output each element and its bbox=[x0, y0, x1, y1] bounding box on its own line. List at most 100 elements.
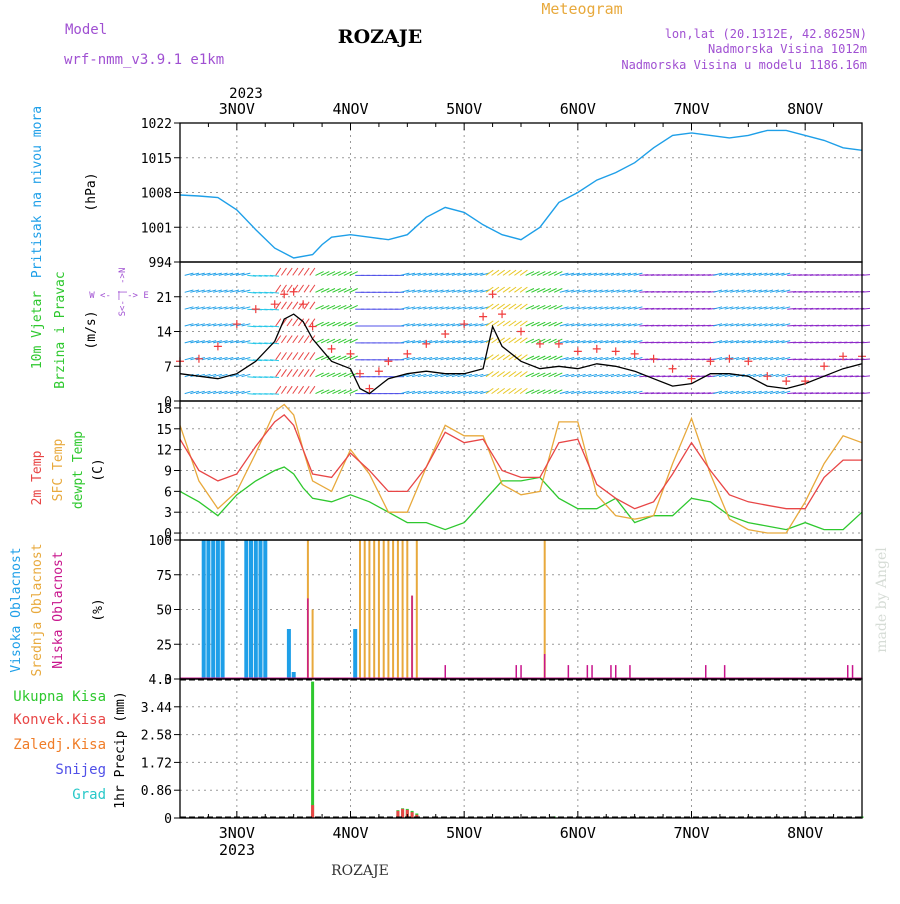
wind-arrow bbox=[713, 390, 723, 395]
wind-arrow bbox=[633, 357, 643, 361]
wind-arrow bbox=[230, 373, 240, 378]
wind-arrow bbox=[690, 392, 700, 395]
top-day-label-3: 6NOV bbox=[560, 100, 596, 118]
wind-arrow bbox=[747, 323, 757, 327]
wind-arrow bbox=[849, 274, 859, 276]
wind-gust-marker bbox=[554, 339, 563, 348]
wind-arrow bbox=[326, 288, 336, 293]
wind-arrow bbox=[468, 340, 478, 344]
wind-arrow bbox=[843, 358, 854, 361]
wind-arrow bbox=[696, 358, 706, 361]
wind-arrow bbox=[230, 289, 240, 293]
cloud-bar-high bbox=[286, 629, 291, 679]
wind-arrow bbox=[667, 375, 677, 378]
wind-arrow bbox=[622, 289, 632, 293]
wind-arrow bbox=[752, 289, 762, 293]
wind-arrow bbox=[463, 373, 473, 378]
wind-arrow bbox=[184, 272, 194, 276]
precip-legend: Ukupna Kisa Konvek.Kisa Zaledj.Kisa Snij… bbox=[13, 689, 128, 809]
wind-arrow bbox=[474, 340, 484, 344]
wind-arrow bbox=[787, 375, 797, 378]
wind-arrow bbox=[309, 267, 316, 276]
wind-arrow bbox=[190, 272, 200, 276]
wind-arrow bbox=[713, 323, 723, 327]
wind-arrow bbox=[832, 341, 842, 344]
wind-arrow bbox=[446, 357, 456, 361]
wind-arrow bbox=[457, 306, 467, 310]
wind-arrow bbox=[190, 340, 200, 344]
cloud-bar-high bbox=[244, 540, 249, 679]
wind-arrow bbox=[656, 375, 666, 378]
wind-arrow bbox=[815, 358, 825, 361]
wind-arrow bbox=[406, 357, 416, 361]
wind-arrow bbox=[650, 341, 660, 344]
wind-arrow bbox=[821, 291, 831, 293]
wind-arrow bbox=[747, 306, 757, 310]
wind-arrow bbox=[781, 323, 791, 327]
wind-arrow bbox=[446, 306, 456, 310]
wind-arrow bbox=[718, 323, 728, 327]
wind-arrow bbox=[213, 357, 222, 361]
wind-arrow bbox=[309, 369, 316, 377]
cloud-bar-high bbox=[353, 629, 358, 679]
wind-arrow bbox=[258, 359, 268, 362]
wind-arrow bbox=[406, 390, 416, 395]
wind-arrow bbox=[320, 271, 330, 276]
wind-arrow bbox=[297, 318, 305, 327]
wind-arrow bbox=[662, 341, 672, 344]
wind-arrow bbox=[588, 323, 598, 327]
wind-arrow bbox=[821, 307, 831, 310]
wind-arrow bbox=[201, 306, 211, 310]
wind-arrow bbox=[536, 338, 546, 344]
wind-arrow bbox=[275, 284, 282, 293]
wind-arrow bbox=[616, 323, 626, 327]
wind-arrow bbox=[434, 357, 444, 361]
wind-arrow bbox=[571, 390, 581, 395]
wind-ytick-label-0: 0 bbox=[164, 395, 172, 410]
precip-ytick-label-0: 0 bbox=[164, 812, 172, 827]
wind-arrow bbox=[309, 284, 316, 293]
top-day-label-0: 3NOV bbox=[219, 100, 255, 118]
wind-gust-marker bbox=[649, 354, 658, 363]
wind-arrow bbox=[610, 390, 620, 395]
wind-arrow bbox=[428, 323, 438, 327]
wind-arrow bbox=[451, 357, 461, 361]
wind-arrow bbox=[440, 289, 450, 293]
wind-arrow bbox=[724, 323, 734, 327]
wind-arrow bbox=[735, 289, 745, 293]
wind-arrow bbox=[474, 289, 484, 293]
wind-arrow bbox=[343, 304, 353, 310]
wind-arrow bbox=[326, 372, 336, 378]
wind-arrow bbox=[633, 340, 643, 344]
wind-gust-marker bbox=[611, 347, 620, 356]
wind-arrow bbox=[423, 373, 433, 378]
wind-arrow bbox=[815, 392, 825, 395]
wind-arrow bbox=[701, 291, 711, 293]
temp-sfc-label: SFC Temp bbox=[51, 439, 66, 502]
wind-arrow bbox=[605, 323, 615, 327]
wind-arrow bbox=[713, 272, 723, 276]
wind-gust-marker bbox=[327, 344, 336, 353]
wind-gust-marker bbox=[573, 347, 582, 356]
wind-arrow bbox=[497, 371, 505, 378]
wind-arrow bbox=[446, 323, 456, 327]
wind-arrow bbox=[610, 272, 620, 276]
wind-arrow bbox=[297, 369, 305, 377]
wind-arrow bbox=[735, 306, 745, 310]
wind-arrow bbox=[713, 306, 723, 310]
wind-arrow bbox=[775, 306, 785, 310]
wind-arrow bbox=[781, 340, 791, 344]
wind-arrow bbox=[542, 271, 552, 276]
wind-arrow bbox=[417, 390, 427, 395]
wind-arrow bbox=[718, 390, 728, 395]
wind-arrow bbox=[343, 271, 353, 276]
wind-arrow bbox=[241, 390, 251, 395]
wind-arrow bbox=[230, 272, 240, 276]
wind-arrow bbox=[480, 390, 490, 395]
wind-arrow bbox=[593, 306, 603, 310]
wind-arrow bbox=[286, 385, 293, 394]
wind-arrow bbox=[440, 373, 450, 378]
wind-arrow bbox=[843, 274, 854, 276]
wind-arrow bbox=[258, 376, 268, 378]
wind-arrow bbox=[542, 355, 552, 361]
